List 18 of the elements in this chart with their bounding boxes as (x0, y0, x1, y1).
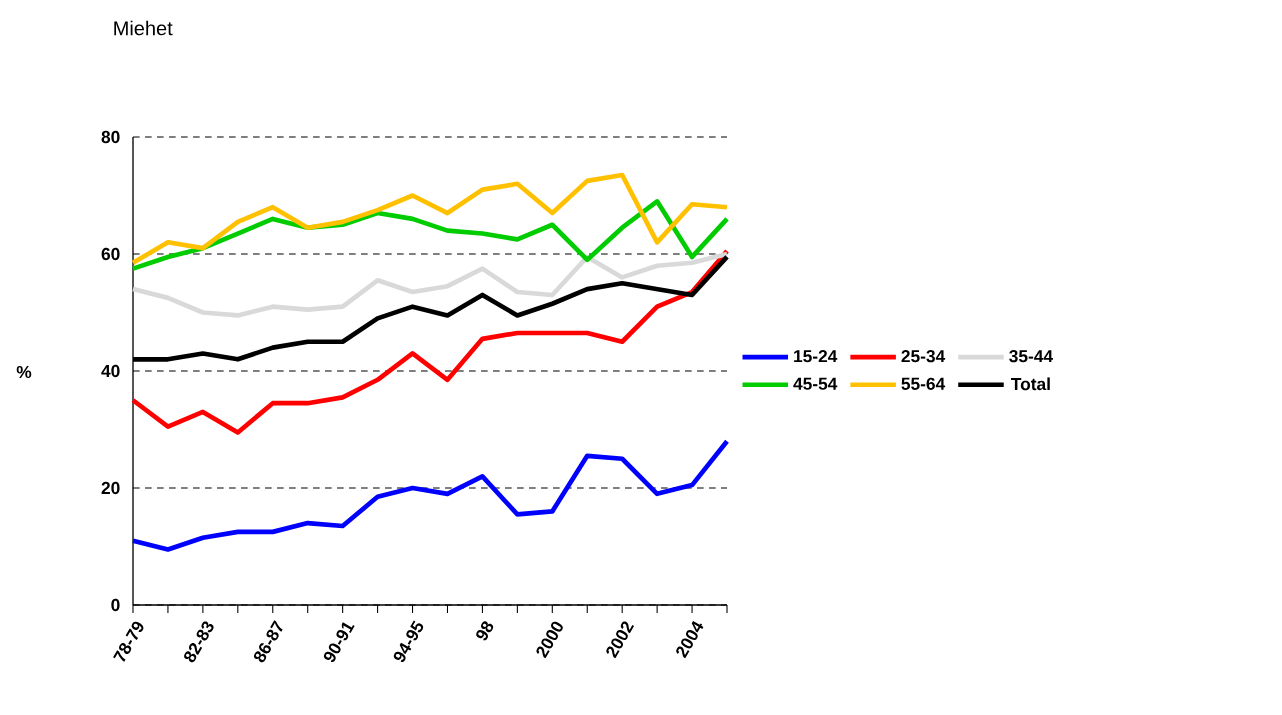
legend-label: 55-64 (901, 377, 946, 390)
line-series (130, 172, 730, 266)
y-axis-title: % (16, 365, 32, 379)
legend-label: Total (1011, 377, 1050, 391)
legend-label: 35-44 (1009, 350, 1053, 363)
legend-label: 15-24 (794, 350, 838, 363)
line-series (130, 251, 730, 318)
y-tick-label: 40 (101, 364, 120, 378)
y-tick-label: 80 (101, 130, 120, 144)
line-series (130, 438, 730, 552)
line-series (130, 199, 730, 271)
x-tick-label: 98 (476, 621, 494, 641)
chart-title: Miehet (114, 20, 173, 36)
y-tick-label: 60 (101, 247, 120, 261)
y-tick-label: 20 (101, 481, 120, 495)
legend-label: 25-34 (901, 350, 946, 363)
y-tick-label: 0 (111, 598, 120, 612)
legend-label: 45-54 (793, 377, 838, 390)
